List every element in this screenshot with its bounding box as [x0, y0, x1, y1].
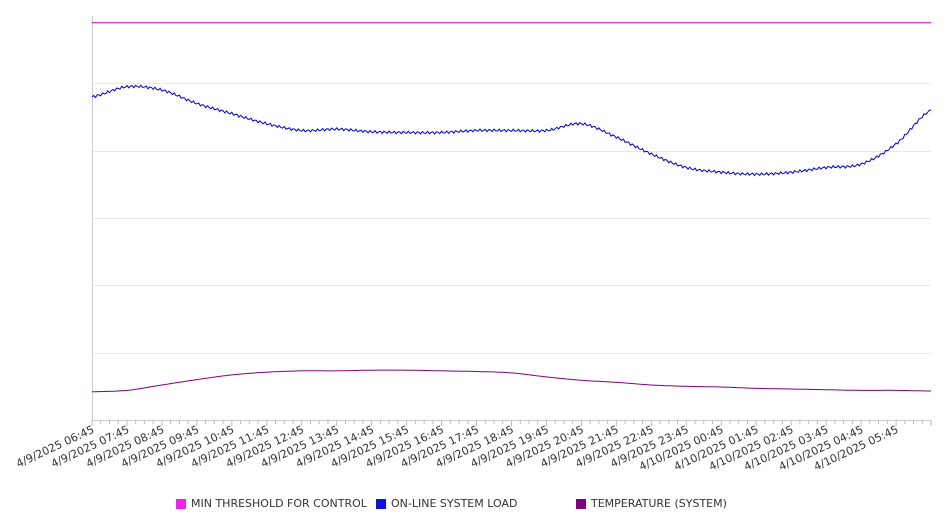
x-tick-labels: 4/9/2025 06:454/9/2025 07:454/9/2025 08:… [14, 423, 900, 473]
legend-swatch-temperature [576, 498, 586, 509]
legend-label-temperature: TEMPERATURE (SYSTEM) [591, 497, 727, 510]
x-minor-ticks [91, 420, 932, 426]
legend: MIN THRESHOLD FOR CONTROL ON-LINE SYSTEM… [0, 497, 946, 515]
series-line-on-line-system-load [91, 84, 932, 177]
series-layer [91, 22, 932, 393]
legend-label-system-load: ON-LINE SYSTEM LOAD [391, 497, 518, 510]
series-line-temperature-system [92, 369, 931, 393]
legend-swatch-system-load [376, 498, 386, 509]
legend-label-min-threshold: MIN THRESHOLD FOR CONTROL [191, 497, 367, 510]
legend-item-min-threshold[interactable]: MIN THRESHOLD FOR CONTROL [176, 497, 367, 510]
legend-swatch-min-threshold [176, 498, 186, 509]
legend-item-system-load[interactable]: ON-LINE SYSTEM LOAD [376, 497, 517, 510]
grid-lines [92, 83, 931, 354]
legend-item-temperature[interactable]: TEMPERATURE (SYSTEM) [576, 497, 727, 510]
